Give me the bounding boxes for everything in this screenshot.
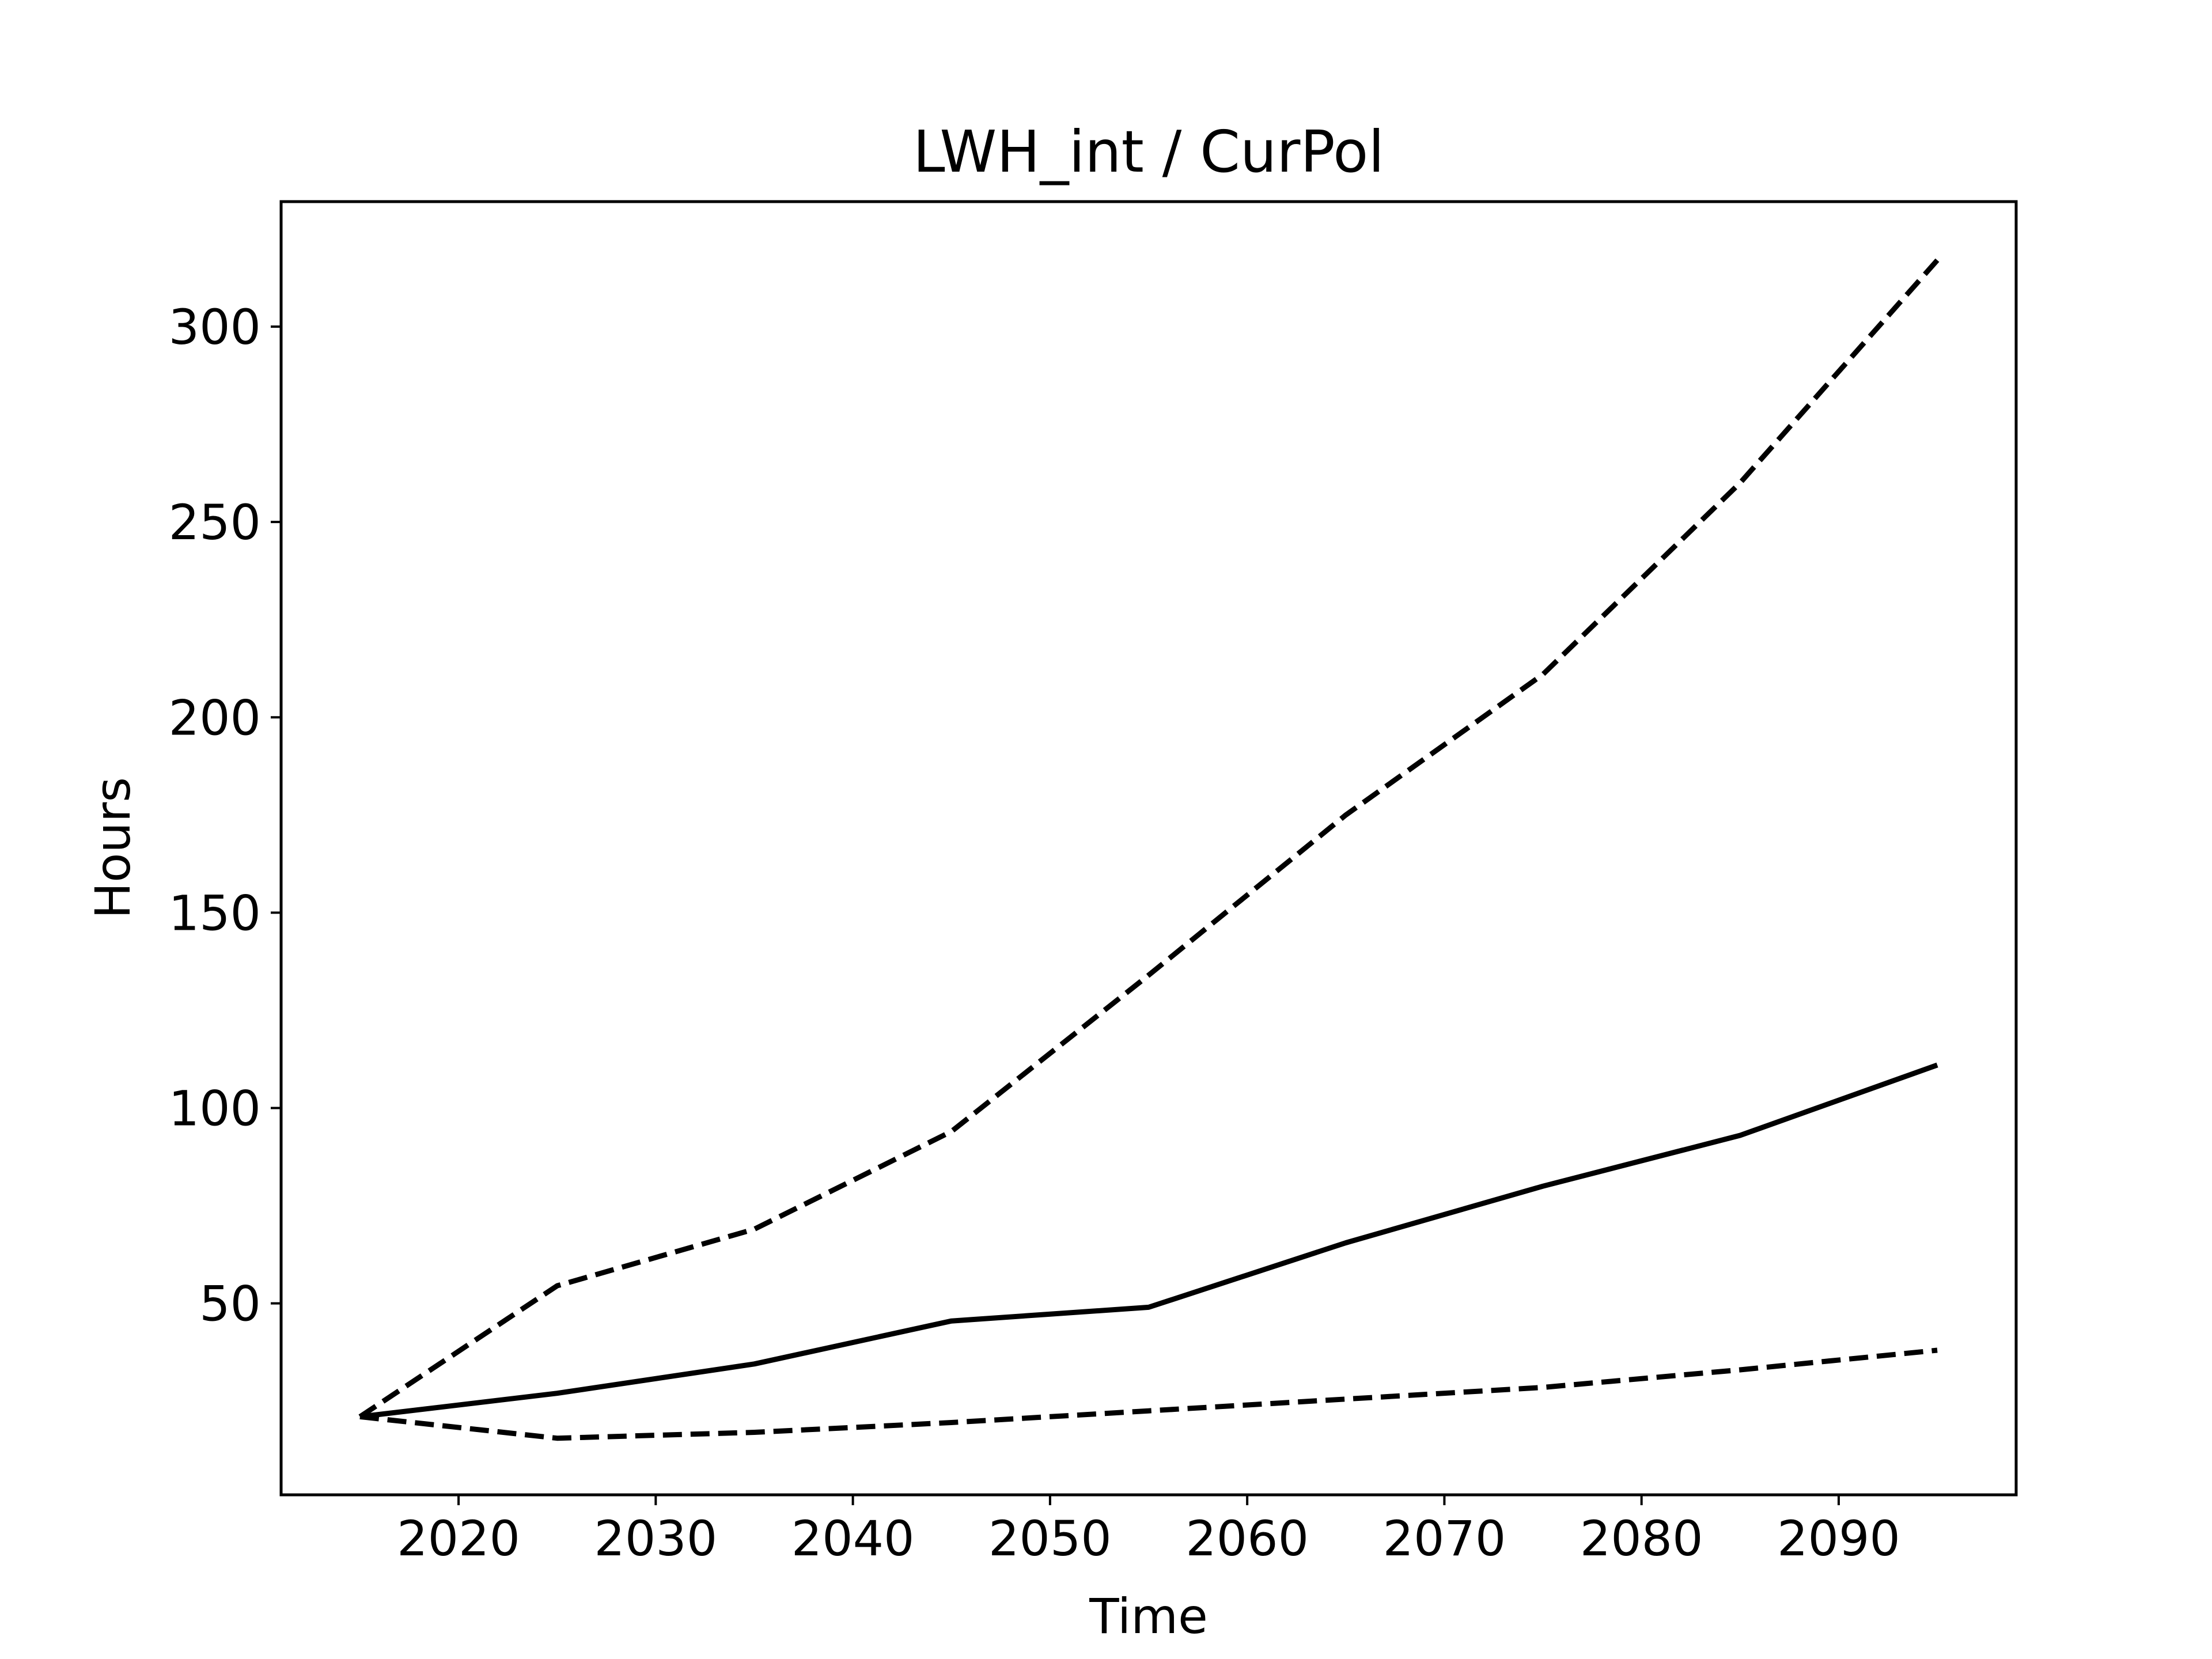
y-tick-label: 300 [169, 299, 261, 355]
x-tick-label: 2040 [791, 1510, 915, 1567]
chart-title: LWH_int / CurPol [913, 118, 1384, 185]
y-tick-label: 250 [169, 494, 261, 551]
y-tick-label: 200 [169, 690, 261, 746]
x-tick-label: 2030 [594, 1510, 717, 1567]
x-tick-label: 2020 [397, 1510, 520, 1567]
plot-frame [279, 200, 2018, 1497]
series-line-2 [358, 258, 1940, 1419]
axes: 2020 2030 2040 2050 2060 2070 2080 2090 50 100 150… [169, 299, 1900, 1567]
y-tick-label: 100 [169, 1081, 261, 1137]
x-axis-label: Time [1089, 1588, 1208, 1645]
x-tick-label: 2090 [1777, 1510, 1900, 1567]
x-tick-label: 2050 [988, 1510, 1112, 1567]
series-line-3 [359, 1347, 1938, 1441]
x-tick-label: 2070 [1383, 1510, 1506, 1567]
x-tick-label: 2060 [1185, 1510, 1309, 1567]
series-lines [358, 258, 1940, 1441]
y-tick-label: 50 [199, 1276, 261, 1332]
x-tick-label: 2080 [1580, 1510, 1703, 1567]
y-axis-label: Hours [85, 777, 141, 919]
series-line-1 [359, 1062, 1938, 1419]
y-tick-label: 150 [169, 885, 261, 941]
